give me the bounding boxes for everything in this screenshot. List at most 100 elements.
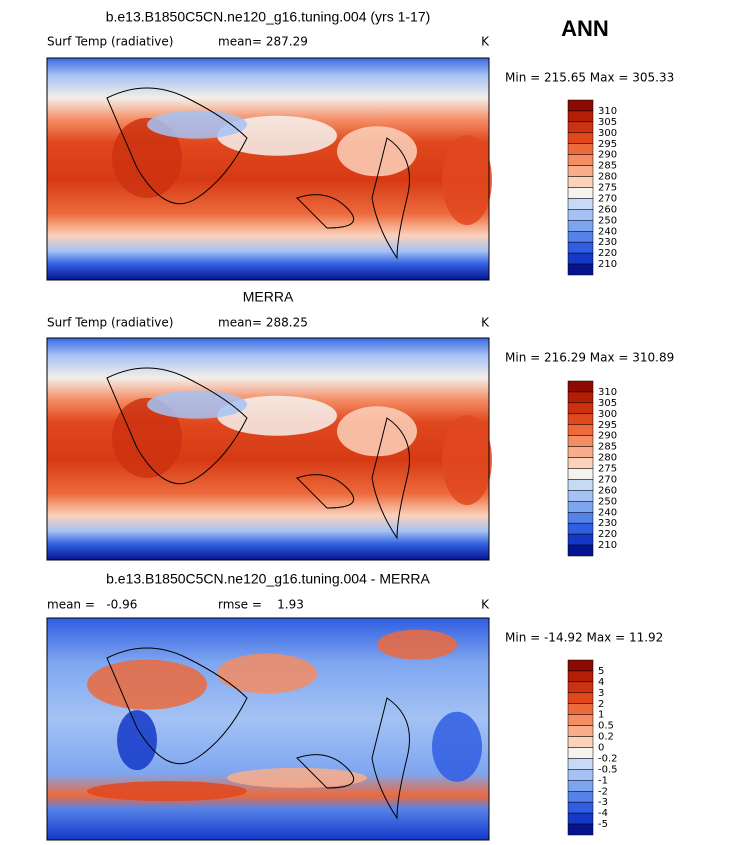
panel-title: b.e13.B1850C5CN.ne120_g16.tuning.004 - M…	[106, 571, 430, 587]
colorbar-label: 250	[598, 215, 617, 226]
map-region	[432, 711, 482, 782]
colorbar-box	[567, 198, 594, 210]
colorbar-label: 0.2	[598, 732, 614, 743]
colorbar-label: 300	[598, 409, 617, 420]
colorbar-label: 305	[598, 398, 617, 409]
colorbar-label: 220	[598, 248, 617, 259]
colorbar-box	[567, 780, 594, 792]
colorbar-box	[567, 769, 594, 781]
season-label: ANN	[561, 16, 609, 41]
colorbar-box	[567, 413, 594, 425]
colorbar-box	[567, 402, 594, 415]
colorbar-label: 0	[598, 743, 604, 754]
panel-label: mean= 288.25	[218, 316, 308, 330]
min-max: Min = 215.65 Max = 305.33	[505, 71, 674, 85]
map-region	[442, 135, 492, 226]
colorbar-box	[567, 220, 594, 232]
colorbar-label: 275	[598, 464, 617, 475]
coastline	[106, 647, 410, 820]
map-region	[377, 629, 457, 660]
units: K	[481, 316, 490, 330]
colorbar-box	[567, 714, 594, 726]
colorbar-box	[567, 512, 594, 524]
colorbar-box	[567, 736, 594, 748]
colorbar-box	[567, 241, 594, 254]
map-frame	[46, 57, 490, 281]
map	[46, 337, 492, 561]
colorbar-label: 285	[598, 442, 617, 453]
colorbar-label: 4	[598, 677, 604, 688]
colorbar-box	[567, 791, 594, 803]
colorbar-box	[567, 187, 594, 199]
colorbar-label: 280	[598, 172, 617, 183]
map-region	[112, 397, 182, 478]
colorbar-box	[567, 231, 594, 243]
colorbar-label: -3	[598, 797, 608, 808]
units: K	[481, 598, 490, 612]
colorbar-label: 0.5	[598, 721, 614, 732]
colorbar-box	[567, 659, 594, 672]
colorbar-box	[567, 725, 594, 737]
map-region	[227, 767, 367, 788]
colorbar-box	[567, 446, 594, 458]
colorbar-box	[567, 758, 594, 770]
colorbar-label: 305	[598, 117, 617, 128]
colorbar-box	[567, 99, 594, 112]
colorbar-box	[567, 143, 594, 155]
colorbar-label: 280	[598, 453, 617, 464]
colorbar-label: 230	[598, 518, 617, 529]
colorbar-label: 260	[598, 204, 617, 215]
colorbar-box	[567, 263, 594, 276]
colorbar-box	[567, 468, 594, 480]
map	[46, 617, 490, 841]
map-field	[47, 58, 489, 280]
colorbar-box	[567, 670, 594, 683]
colorbar-box	[567, 501, 594, 513]
colorbar-box	[567, 457, 594, 469]
map-region	[87, 659, 207, 710]
colorbar-label: 270	[598, 474, 617, 485]
min-max: Min = 216.29 Max = 310.89	[505, 351, 674, 365]
colorbar-box	[567, 154, 594, 166]
colorbar-box	[567, 533, 594, 546]
coastline	[106, 367, 410, 540]
colorbar-label: -4	[598, 808, 608, 819]
colorbar-label: 3	[598, 688, 604, 699]
colorbar-label: 250	[598, 496, 617, 507]
colorbar-label: -2	[598, 786, 608, 797]
colorbar-label: 5	[598, 666, 604, 677]
colorbar-box	[567, 121, 594, 134]
colorbar-box	[567, 747, 594, 759]
panel-label: rmse = 1.93	[218, 598, 304, 612]
map-frame	[46, 617, 490, 841]
colorbar-box	[567, 703, 594, 715]
map-field	[47, 338, 489, 560]
colorbar-box	[567, 544, 594, 557]
map-region	[112, 117, 182, 198]
colorbar-label: 295	[598, 139, 617, 150]
colorbar-label: 290	[598, 150, 617, 161]
colorbar-box	[567, 681, 594, 694]
map	[46, 57, 492, 281]
map-frame	[46, 337, 490, 561]
map-region	[337, 406, 417, 457]
colorbar-label: 1	[598, 710, 604, 721]
colorbar-box	[567, 176, 594, 188]
panel-label: mean = -0.96	[47, 598, 137, 612]
colorbar-box	[567, 801, 594, 814]
colorbar-label: -1	[598, 775, 608, 786]
colorbar-box	[567, 812, 594, 825]
colorbar-label: -0.5	[598, 764, 618, 775]
panel-label: mean= 287.29	[218, 35, 308, 49]
colorbar-box	[567, 252, 594, 265]
colorbar-label: 310	[598, 387, 617, 398]
units: K	[481, 35, 490, 49]
colorbar-label: 240	[598, 507, 617, 518]
colorbar-box	[567, 110, 594, 123]
min-max: Min = -14.92 Max = 11.92	[505, 631, 663, 645]
colorbar-box	[567, 692, 594, 704]
colorbar-label: 2	[598, 699, 604, 710]
colorbar-label: 210	[598, 540, 617, 551]
colorbar-label: -0.2	[598, 753, 618, 764]
colorbar-box	[567, 424, 594, 436]
